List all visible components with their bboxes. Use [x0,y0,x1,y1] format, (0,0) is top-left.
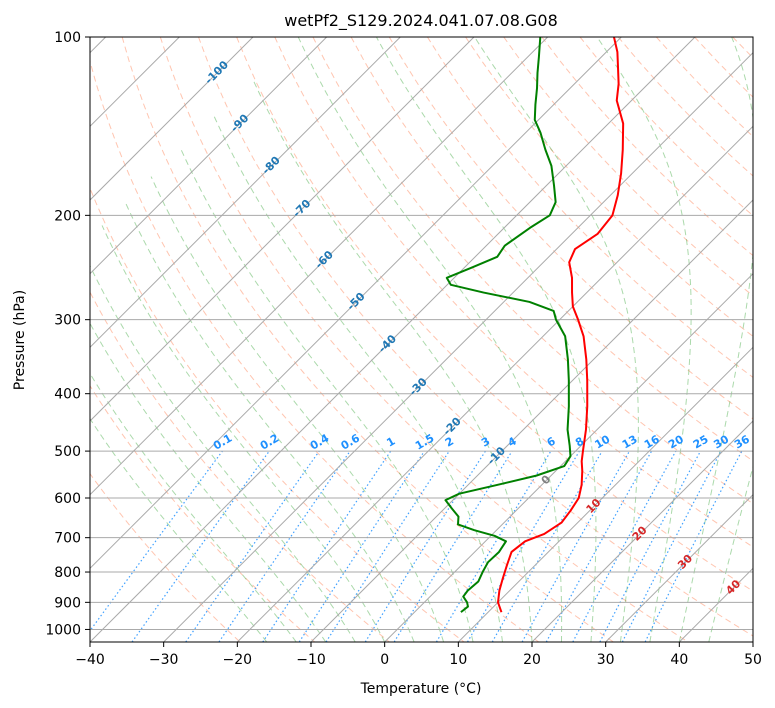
mixing-ratio-line [325,450,450,642]
dry-adiabat-line [388,37,753,420]
x-axis-ticks: −40 −30 −20 −10 0 10 20 30 40 50 [75,642,762,668]
mixing-ratio-line [298,450,425,642]
moist-adiabat-line [213,115,504,642]
x-tick-label: 10 [449,652,467,668]
mixing-ratio-line [185,450,320,642]
y-tick-label: 600 [54,491,81,507]
moist-adiabat-line [596,37,692,642]
mixing-ratio-line [90,450,223,632]
x-tick-label: 40 [670,652,688,668]
moist-adiabat-line [90,264,356,642]
mixing-ratio-line [644,450,743,642]
y-axis-ticks: 100 200 300 400 500 600 700 800 900 1000 [45,30,90,638]
moist-adiabat-line [90,372,297,642]
x-tick-label: −10 [296,652,326,668]
dry-adiabats [90,37,753,642]
y-tick-label: 900 [54,595,81,611]
dry-adiabat-line [426,37,753,378]
isotherm-gridline [90,37,549,496]
x-tick-label: 0 [380,652,389,668]
dry-adiabat-line [274,37,753,548]
isotherm-gridline [236,125,753,642]
y-tick-label: 1000 [45,622,81,638]
moist-adiabat-line [376,37,597,642]
moist-adiabat-line [150,176,445,642]
moist-adiabat-line [90,417,268,642]
y-tick-label: 500 [54,444,81,460]
x-tick-label: −40 [75,652,105,668]
mixing-ratio-line [218,450,351,642]
isotherm-gridline [531,420,753,642]
grid-lines [90,37,753,642]
isotherm-gridline [90,37,622,570]
y-tick-label: 700 [54,531,81,547]
x-tick-label: −20 [223,652,253,668]
mixing-ratio-line [131,450,270,642]
isotherm-gridline [90,37,475,422]
moist-adiabat-line [101,225,386,642]
plot-frame [89,36,754,643]
dry-adiabat-line [90,384,316,642]
dry-adiabat-line [90,59,540,642]
isotherm-gridline [90,37,254,201]
temperature-line [497,37,625,613]
y-axis-label: Pressure (hPa) [12,290,28,390]
y-tick-label: 400 [54,387,81,403]
mixing-ratio-line [545,450,653,642]
mixing-ratio-lines [90,450,743,642]
x-tick-label: 30 [597,652,615,668]
mixing-ratio-line [572,450,677,642]
mixing-ratio-line [393,450,513,642]
isotherm-gridline [605,493,753,642]
y-tick-label: 800 [54,565,81,581]
moist-adiabat-line [90,322,327,642]
isotherm-gridline [384,272,753,642]
isotherm-gridline [310,199,753,642]
moist-adiabat-line [124,201,415,642]
dry-adiabat-line [90,186,465,642]
y-tick-label: 200 [54,208,81,224]
dry-adiabat-line [159,37,689,642]
moist-adiabat-line [678,37,753,642]
x-tick-label: 50 [744,652,762,668]
isotherm-gridline [90,37,401,349]
moist-adiabat-line [297,37,563,642]
chart-title: wetPf2_S129.2024.041.07.08.G08 [284,11,558,31]
mixing-ratio-line [262,450,392,642]
moist-adiabat-line [708,464,753,642]
dry-adiabat-line [121,37,614,642]
y-tick-label: 300 [54,313,81,329]
x-axis-label: Temperature (°C) [360,681,482,697]
sounding-profiles [444,37,625,613]
isotherm-gridline [90,37,328,275]
x-tick-label: 20 [523,652,541,668]
moist-adiabat-line [252,79,533,642]
isotherm-gridline [90,37,696,642]
dewpoint-line [444,37,572,613]
mixing-ratio-line [521,450,631,642]
moist-adiabat-line [474,37,639,642]
isotherm-gridline [457,346,753,642]
x-tick-label: −30 [149,652,179,668]
isotherm-gridline [163,51,753,642]
y-tick-label: 100 [54,30,81,46]
